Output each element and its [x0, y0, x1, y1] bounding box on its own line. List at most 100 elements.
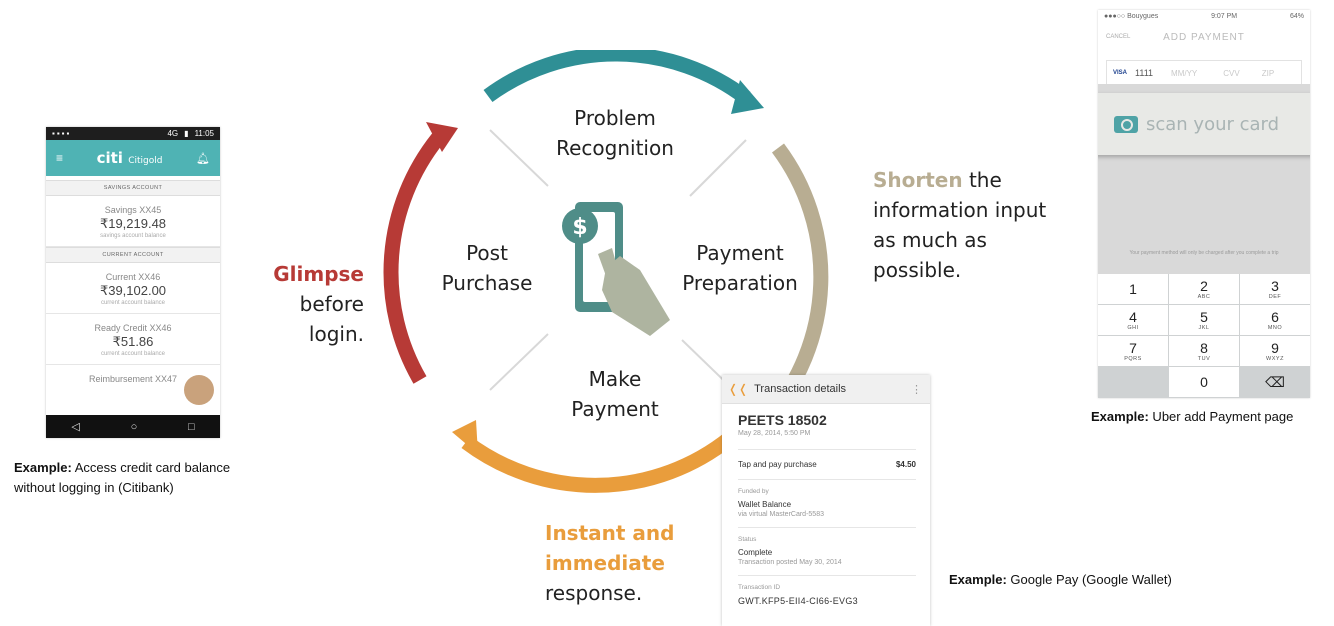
- account-name: Savings XX45: [104, 205, 162, 215]
- keypad-key-5[interactable]: 5 JKL: [1169, 305, 1239, 335]
- recents-icon[interactable]: □: [187, 420, 195, 433]
- transaction-id-label: Transaction ID: [738, 584, 781, 591]
- citi-logo: citi Citigold: [97, 149, 163, 167]
- stage-post-line1: Post: [466, 241, 508, 265]
- battery-label: 64%: [1289, 12, 1304, 20]
- uber-top-bar: CANCEL ADD PAYMENT: [1098, 22, 1310, 52]
- account-name: Ready Credit XX46: [94, 323, 172, 333]
- battery-icon: ▮: [184, 129, 189, 138]
- page-title: ADD PAYMENT: [1163, 31, 1245, 43]
- caption-google-text: Google Pay (Google Wallet): [1006, 572, 1172, 587]
- callout-instant: Instant and immediate response.: [545, 518, 685, 608]
- callout-shorten-highlight: Shorten: [873, 168, 963, 192]
- phone-dollar-tap-icon: $: [562, 202, 670, 336]
- citi-brand-sub: Citigold: [128, 156, 163, 166]
- more-options-icon[interactable]: ⋮: [911, 383, 922, 396]
- account-name: Current XX46: [105, 272, 161, 282]
- funded-label: Funded by: [738, 488, 769, 495]
- cycle-arc-payment-arrowhead: [452, 420, 478, 454]
- transaction-id-value: GWT.KFP5-EII4-CI66-EVG3: [738, 596, 858, 606]
- keypad-key-3[interactable]: 3 DEF: [1240, 274, 1310, 304]
- key-digit: 8: [1200, 339, 1208, 356]
- caption-uber-label: Example:: [1091, 409, 1149, 424]
- stage-preparation-line1: Payment: [696, 241, 784, 265]
- key-letters: MNO: [1267, 324, 1283, 331]
- caption-google-label: Example:: [949, 572, 1007, 587]
- caption-citi-text2: without logging in (Citibank): [14, 480, 174, 495]
- keypad-key-0[interactable]: 0: [1169, 367, 1239, 397]
- keypad-key-4[interactable]: 4 GHI: [1098, 305, 1168, 335]
- purchase-line: Tap and pay purchase $4.50: [738, 449, 916, 480]
- bell-icon[interactable]: 🔔︎: [196, 152, 210, 165]
- status-time: 11:05: [194, 129, 214, 138]
- stage-payment-preparation: Payment Preparation: [670, 238, 810, 298]
- stage-problem-line1: Problem: [574, 106, 656, 130]
- funded-sub: via virtual MasterCard-5583: [738, 511, 824, 518]
- keypad-key-8[interactable]: 8 TUV: [1169, 336, 1239, 366]
- card-number-field[interactable]: VISA 1111 MM/YY CVV ZIP: [1106, 60, 1302, 86]
- account-name: Reimbursement XX47: [88, 374, 178, 384]
- key-letters: TUV: [1197, 355, 1211, 362]
- cancel-button[interactable]: CANCEL: [1106, 34, 1131, 40]
- account-row-current[interactable]: Current XX46 ₹39,102.00 current account …: [46, 263, 220, 314]
- status-label: Status: [738, 536, 757, 543]
- cycle-arc-post-purchase: [383, 133, 444, 384]
- hamburger-menu-icon[interactable]: ≡: [56, 151, 64, 165]
- back-icon[interactable]: ◁: [71, 421, 80, 433]
- wallet-header: ❬❬ Transaction details ⋮: [722, 375, 930, 404]
- key-digit: 7: [1129, 339, 1137, 356]
- keypad-key-7[interactable]: 7 PQRS: [1098, 336, 1168, 366]
- signal-label: 4G: [167, 129, 179, 138]
- keypad-key-2[interactable]: 2 ABC: [1169, 274, 1239, 304]
- caption-uber: Example: Uber add Payment page: [1091, 407, 1331, 427]
- status-value: Complete: [738, 548, 773, 557]
- expiry-field[interactable]: MM/YY: [1171, 68, 1198, 78]
- keypad-key-blank: [1098, 367, 1168, 397]
- keypad-key-6[interactable]: 6 MNO: [1240, 305, 1310, 335]
- scan-card-button[interactable]: scan your card: [1098, 93, 1310, 155]
- current-section-header: CURRENT ACCOUNT: [46, 247, 220, 263]
- home-icon[interactable]: ○: [130, 420, 138, 433]
- stage-payment-line1: Make: [588, 367, 642, 391]
- citi-brand: citi: [96, 149, 123, 167]
- key-letters: WXYZ: [1266, 355, 1284, 362]
- wallet-body: PEETS 18502 May 28, 2014, 5:50 PM Tap an…: [722, 404, 930, 615]
- account-row-reimbursement[interactable]: Reimbursement XX47: [46, 365, 220, 391]
- android-nav-bar: ◁ ○ □: [46, 415, 220, 438]
- callout-shorten-line4: possible.: [873, 258, 962, 282]
- zip-field[interactable]: ZIP: [1261, 68, 1275, 78]
- uber-phone-screenshot: ●●●○○ Bouygues 9:07 PM 64% CANCEL ADD PA…: [1098, 10, 1310, 398]
- callout-shorten-line3: as much as: [873, 228, 987, 252]
- status-sub: Transaction posted May 30, 2014: [738, 559, 842, 566]
- citi-phone-screenshot: ▪▪▪▪ 4G ▮ 11:05 ≡ citi Citigold 🔔︎ SAVIN…: [46, 127, 220, 438]
- keypad-delete-key[interactable]: ⌫: [1240, 367, 1310, 397]
- account-amount: ₹19,219.48: [99, 216, 167, 231]
- stage-problem-line2: Recognition: [556, 136, 674, 160]
- cycle-arc-problem-recognition: [483, 50, 751, 104]
- key-digit: 4: [1129, 308, 1137, 325]
- key-letters: GHI: [1127, 324, 1139, 331]
- callout-shorten-line2: information input: [873, 198, 1047, 222]
- account-row-savings[interactable]: Savings XX45 ₹19,219.48 savings account …: [46, 196, 220, 247]
- stage-problem-recognition: Problem Recognition: [545, 103, 685, 163]
- stage-payment-line2: Payment: [571, 397, 659, 421]
- account-row-ready-credit[interactable]: Ready Credit XX46 ₹51.86 current account…: [46, 314, 220, 365]
- callout-glimpse-highlight: Glimpse: [273, 262, 364, 286]
- key-digit: 2: [1200, 277, 1208, 294]
- transaction-id-block: Transaction ID GWT.KFP5-EII4-CI66-EVG3: [738, 576, 916, 615]
- key-letters: PQRS: [1124, 355, 1142, 362]
- callout-glimpse: Glimpse before login.: [262, 259, 364, 349]
- account-sub: savings account balance: [100, 233, 166, 239]
- cvv-field[interactable]: CVV: [1223, 68, 1240, 78]
- keypad-key-1[interactable]: 1: [1098, 274, 1168, 304]
- floating-action-button[interactable]: [184, 375, 214, 405]
- citi-app-bar: ≡ citi Citigold 🔔︎: [46, 140, 220, 176]
- keypad-key-9[interactable]: 9 WXYZ: [1240, 336, 1310, 366]
- notification-icons: ▪▪▪▪: [52, 129, 72, 138]
- callout-glimpse-line2: before: [299, 292, 364, 316]
- key-letters: ABC: [1197, 293, 1211, 300]
- account-amount: ₹39,102.00: [99, 283, 167, 298]
- funded-value: Wallet Balance: [738, 500, 792, 509]
- uber-status-bar: ●●●○○ Bouygues 9:07 PM 64%: [1098, 10, 1310, 22]
